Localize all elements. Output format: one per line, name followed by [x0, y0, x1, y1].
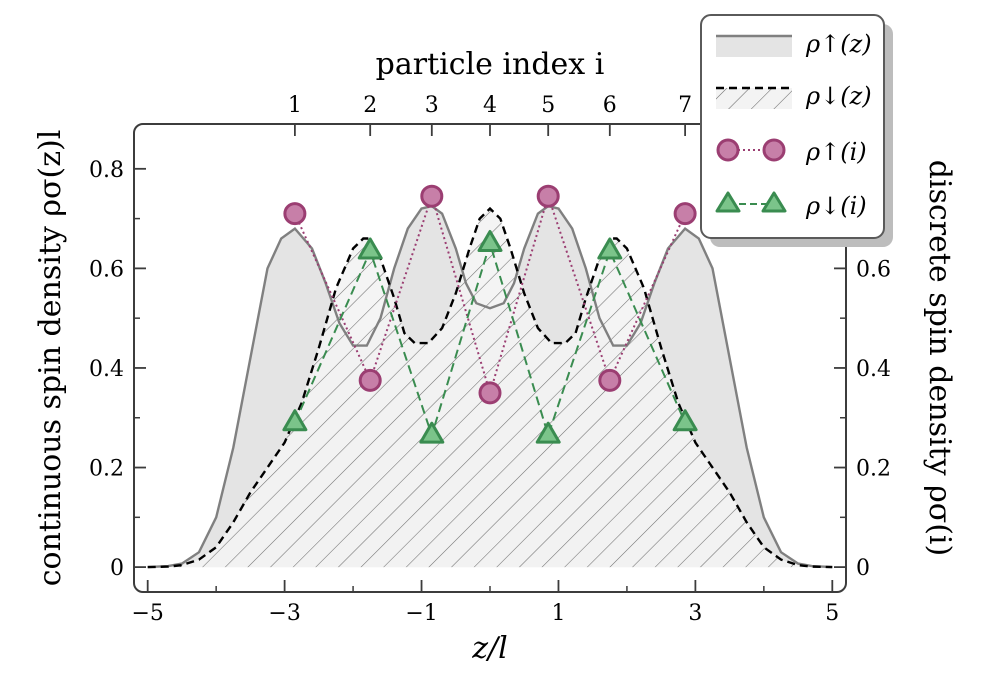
x-axis-title: z/l: [471, 631, 508, 666]
rho-up-discrete-point: [536, 184, 560, 208]
x-tick-label: −5: [131, 601, 163, 626]
rho-down-discrete-point: [357, 237, 383, 260]
top-tick-label: 6: [603, 93, 617, 118]
rho-down-discrete-point: [419, 421, 445, 444]
rho-down-discrete-point: [597, 237, 623, 260]
legend-label-rho-down-i: ρ↓(i): [805, 192, 867, 220]
legend-marker-rho-down-i-a: [715, 191, 741, 213]
y-tick-label-left: 0.4: [89, 357, 124, 382]
top-tick-label: 2: [363, 93, 377, 118]
top-tick-label: 7: [678, 93, 692, 118]
rho-up-discrete-point: [673, 202, 697, 226]
y-tick-label-right: 0: [856, 556, 870, 581]
legend-marker-rho-up-i-a: [716, 138, 740, 162]
y-axis-title-left: continuous spin density ρσ(z)l: [33, 130, 68, 587]
top-tick-label: 1: [288, 93, 302, 118]
rho-up-discrete-point: [283, 202, 307, 226]
y-tick-label-left: 0: [110, 556, 124, 581]
x-tick-label: 1: [551, 601, 565, 626]
legend-marker-rho-up-i-b: [762, 138, 786, 162]
x-tick-label: 3: [688, 601, 702, 626]
rho-up-discrete-point: [598, 368, 622, 392]
legend-swatch-rho-up-z: [716, 36, 792, 57]
y-tick-label-left: 0.2: [89, 457, 124, 482]
legend-label-rho-up-z: ρ↑(z): [805, 30, 872, 58]
legend-swatch-rho-down-z: [716, 88, 792, 109]
legend-box: [700, 14, 885, 239]
rho-down-line: [147, 206, 833, 569]
rho-up-discrete-point: [420, 184, 444, 208]
y-tick-label-right: 0.4: [856, 357, 891, 382]
legend-label-rho-down-z: ρ↓(z): [805, 82, 872, 110]
x-tick-label: −1: [405, 601, 437, 626]
rho-down-discrete-point: [477, 229, 503, 252]
legend-label-rho-up-i: ρ↑(i): [805, 138, 867, 166]
top-tick-label: 4: [483, 93, 497, 118]
legend-marker-rho-down-i-b: [761, 191, 787, 213]
legend: ρ↑(z) ρ↓(z) ρ↑(i) ρ↓(i): [700, 14, 893, 247]
rho-down-discrete-point: [535, 421, 561, 444]
y-tick-label-right: 0.6: [856, 257, 891, 282]
top-axis-title: particle index i: [376, 47, 605, 82]
rho-down-discrete-point: [282, 409, 308, 432]
y-tick-label-left: 0.6: [89, 257, 124, 282]
x-tick-label: −3: [268, 601, 300, 626]
rho-up-discrete-point: [478, 381, 502, 405]
y-axis-title-right: discrete spin density ρσ(i): [922, 160, 957, 556]
top-tick-label: 3: [425, 93, 439, 118]
top-tick-label: 5: [541, 93, 555, 118]
x-tick-label: 5: [825, 601, 839, 626]
rho-up-line: [147, 204, 833, 569]
plot-layer: [147, 184, 833, 569]
y-tick-label-left: 0.8: [89, 158, 124, 183]
rho-down-discrete-point: [672, 409, 698, 432]
rho-up-discrete-point: [358, 368, 382, 392]
y-tick-label-right: 0.2: [856, 457, 891, 482]
